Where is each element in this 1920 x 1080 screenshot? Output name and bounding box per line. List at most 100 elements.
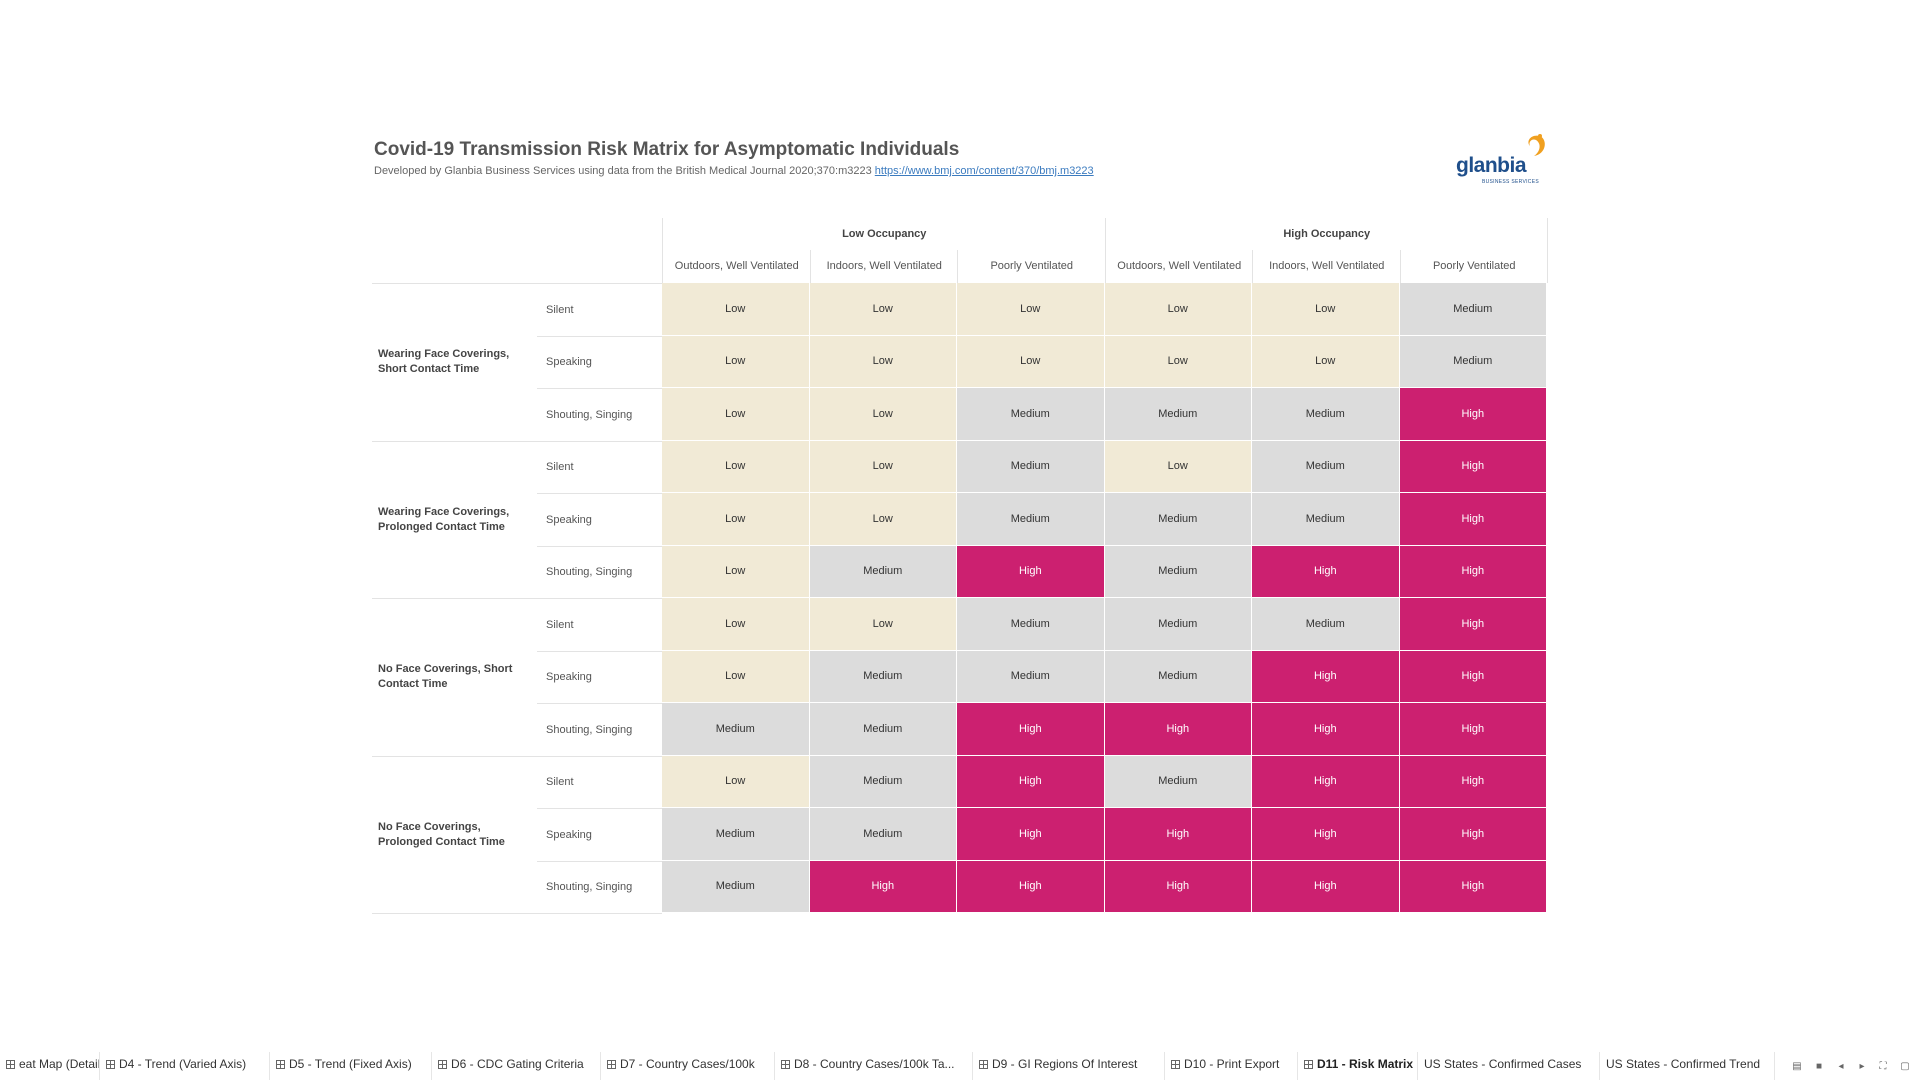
risk-cell[interactable]: High	[957, 808, 1105, 861]
risk-cell[interactable]: Medium	[662, 808, 810, 861]
risk-cell[interactable]: Low	[1252, 283, 1400, 336]
risk-cell[interactable]: High	[1252, 755, 1400, 808]
risk-cell[interactable]: High	[1252, 650, 1400, 703]
risk-cell[interactable]: Medium	[957, 440, 1105, 493]
risk-cell[interactable]: Medium	[1252, 440, 1400, 493]
logo-tagline: BUSINESS SERVICES	[1482, 179, 1539, 185]
sheet-tab[interactable]: D4 - Trend (Varied Axis)	[100, 1052, 270, 1080]
risk-cell[interactable]: High	[1104, 860, 1252, 913]
sheet-tab[interactable]: D9 - GI Regions Of Interest	[973, 1052, 1165, 1080]
sheet-tab[interactable]: D8 - Country Cases/100k Ta...	[775, 1052, 973, 1080]
risk-cell[interactable]: High	[1399, 650, 1547, 703]
sheet-tab[interactable]: eat Map (Detail)	[0, 1052, 100, 1080]
risk-cell[interactable]: Medium	[1104, 388, 1252, 441]
sheet-tab[interactable]: D5 - Trend (Fixed Axis)	[270, 1052, 432, 1080]
risk-cell[interactable]: Medium	[1104, 493, 1252, 546]
risk-cell[interactable]: Medium	[1104, 755, 1252, 808]
risk-cell[interactable]: Low	[662, 493, 810, 546]
single-sheet-icon[interactable]: ■	[1815, 1061, 1823, 1072]
risk-cell[interactable]: Low	[1104, 283, 1252, 336]
sheet-tab[interactable]: US States - Confirmed Cases	[1418, 1052, 1600, 1080]
risk-cell[interactable]: High	[1399, 388, 1547, 441]
risk-cell[interactable]: Low	[662, 388, 810, 441]
risk-cell[interactable]: High	[1399, 440, 1547, 493]
risk-cell[interactable]: Medium	[809, 650, 957, 703]
sheet-tab[interactable]: D10 - Print Export	[1165, 1052, 1298, 1080]
filmstrip-icon[interactable]: ▤	[1792, 1061, 1802, 1072]
row-group-label: Wearing Face Coverings, Short Contact Ti…	[372, 283, 537, 441]
risk-cell[interactable]: Low	[957, 335, 1105, 388]
risk-cell[interactable]: High	[809, 860, 957, 913]
risk-cell[interactable]: Low	[809, 388, 957, 441]
risk-cell[interactable]: High	[1104, 703, 1252, 756]
risk-cell[interactable]: High	[957, 755, 1105, 808]
risk-cell[interactable]: Low	[662, 335, 810, 388]
risk-cell[interactable]: High	[1252, 703, 1400, 756]
risk-cell[interactable]: Low	[1104, 335, 1252, 388]
risk-cell[interactable]: Medium	[809, 808, 957, 861]
risk-cell[interactable]: Medium	[809, 545, 957, 598]
risk-cell[interactable]: High	[1104, 808, 1252, 861]
risk-cell[interactable]: Medium	[1104, 650, 1252, 703]
subtitle-text: Developed by Glanbia Business Services u…	[374, 165, 875, 177]
risk-cell[interactable]: Medium	[957, 650, 1105, 703]
risk-cell[interactable]: Medium	[809, 703, 957, 756]
sheet-tab[interactable]: US States - Confirmed Trend	[1600, 1052, 1775, 1080]
row-label: Speaking	[537, 650, 662, 704]
risk-cell[interactable]: Medium	[1104, 598, 1252, 651]
risk-cell[interactable]: High	[1399, 860, 1547, 913]
risk-cell[interactable]: High	[1399, 703, 1547, 756]
sheet-tab[interactable]: D7 - Country Cases/100k	[601, 1052, 775, 1080]
risk-cell[interactable]: Low	[1104, 440, 1252, 493]
risk-cell[interactable]: Medium	[1104, 545, 1252, 598]
risk-cell[interactable]: Medium	[1399, 335, 1547, 388]
risk-cell[interactable]: Low	[662, 440, 810, 493]
risk-cell[interactable]: High	[1252, 808, 1400, 861]
sheet-tab[interactable]: D6 - CDC Gating Criteria	[432, 1052, 601, 1080]
risk-cell[interactable]: Low	[809, 283, 957, 336]
risk-cell[interactable]: High	[1399, 598, 1547, 651]
risk-cell[interactable]: Low	[809, 335, 957, 388]
risk-cell[interactable]: Medium	[1252, 493, 1400, 546]
source-link[interactable]: https://www.bmj.com/content/370/bmj.m322…	[874, 165, 1094, 177]
present-icon[interactable]: ▢	[1900, 1061, 1910, 1072]
risk-cell[interactable]: Low	[809, 598, 957, 651]
risk-cell[interactable]: Low	[662, 755, 810, 808]
risk-cell[interactable]: Medium	[809, 755, 957, 808]
risk-cell[interactable]: High	[1399, 808, 1547, 861]
risk-cell[interactable]: High	[957, 860, 1105, 913]
risk-cell[interactable]: Medium	[957, 493, 1105, 546]
risk-cell[interactable]: High	[957, 703, 1105, 756]
fullscreen-icon[interactable]: ⛶	[1879, 1061, 1887, 1072]
risk-cell[interactable]: Low	[662, 545, 810, 598]
risk-cell[interactable]: Low	[957, 283, 1105, 336]
risk-cell[interactable]: Medium	[662, 703, 810, 756]
risk-cell[interactable]: Low	[662, 598, 810, 651]
risk-cell[interactable]: High	[957, 545, 1105, 598]
prev-sheet-icon[interactable]: ◂	[1838, 1061, 1844, 1072]
risk-cell[interactable]: Low	[662, 283, 810, 336]
risk-cell[interactable]: High	[1252, 860, 1400, 913]
risk-cell[interactable]: Medium	[1399, 283, 1547, 336]
grid-icon	[106, 1053, 115, 1069]
risk-cell[interactable]: Low	[1252, 335, 1400, 388]
risk-cell[interactable]: High	[1399, 755, 1547, 808]
row-label: Speaking	[537, 808, 662, 861]
risk-cell[interactable]: High	[1399, 493, 1547, 546]
risk-cell[interactable]: Medium	[957, 388, 1105, 441]
risk-cell[interactable]: High	[1252, 545, 1400, 598]
risk-cell[interactable]: High	[1399, 545, 1547, 598]
risk-cell[interactable]: Medium	[957, 598, 1105, 651]
risk-cell[interactable]: Low	[662, 650, 810, 703]
risk-cell[interactable]: Medium	[1252, 598, 1400, 651]
sheet-tab-label: D10 - Print Export	[1184, 1057, 1280, 1071]
risk-cell[interactable]: Low	[809, 440, 957, 493]
ventilation-header: Poorly Ventilated	[1399, 250, 1549, 283]
matrix-bottom-line	[372, 913, 662, 914]
risk-cell[interactable]: Medium	[662, 860, 810, 913]
sheet-tab[interactable]: D11 - Risk Matrix	[1298, 1052, 1418, 1080]
risk-cell[interactable]: Low	[809, 493, 957, 546]
sheet-tab-label: D6 - CDC Gating Criteria	[451, 1057, 584, 1071]
risk-cell[interactable]: Medium	[1252, 388, 1400, 441]
next-sheet-icon[interactable]: ▸	[1859, 1061, 1865, 1072]
